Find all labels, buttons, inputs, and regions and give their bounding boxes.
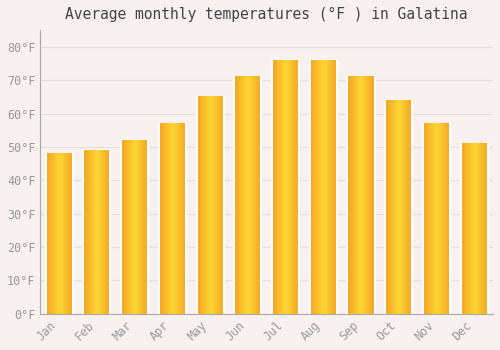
Bar [348, 77, 374, 314]
Title: Average monthly temperatures (°F ) in Galatina: Average monthly temperatures (°F ) in Ga… [66, 7, 468, 22]
Bar [310, 60, 337, 314]
Bar [385, 100, 412, 314]
Bar [234, 77, 262, 314]
Bar [159, 124, 186, 314]
Bar [423, 124, 450, 314]
Bar [121, 140, 148, 314]
Bar [46, 154, 73, 314]
Bar [84, 150, 110, 314]
Bar [460, 144, 488, 314]
Bar [196, 97, 224, 314]
Bar [272, 60, 299, 314]
